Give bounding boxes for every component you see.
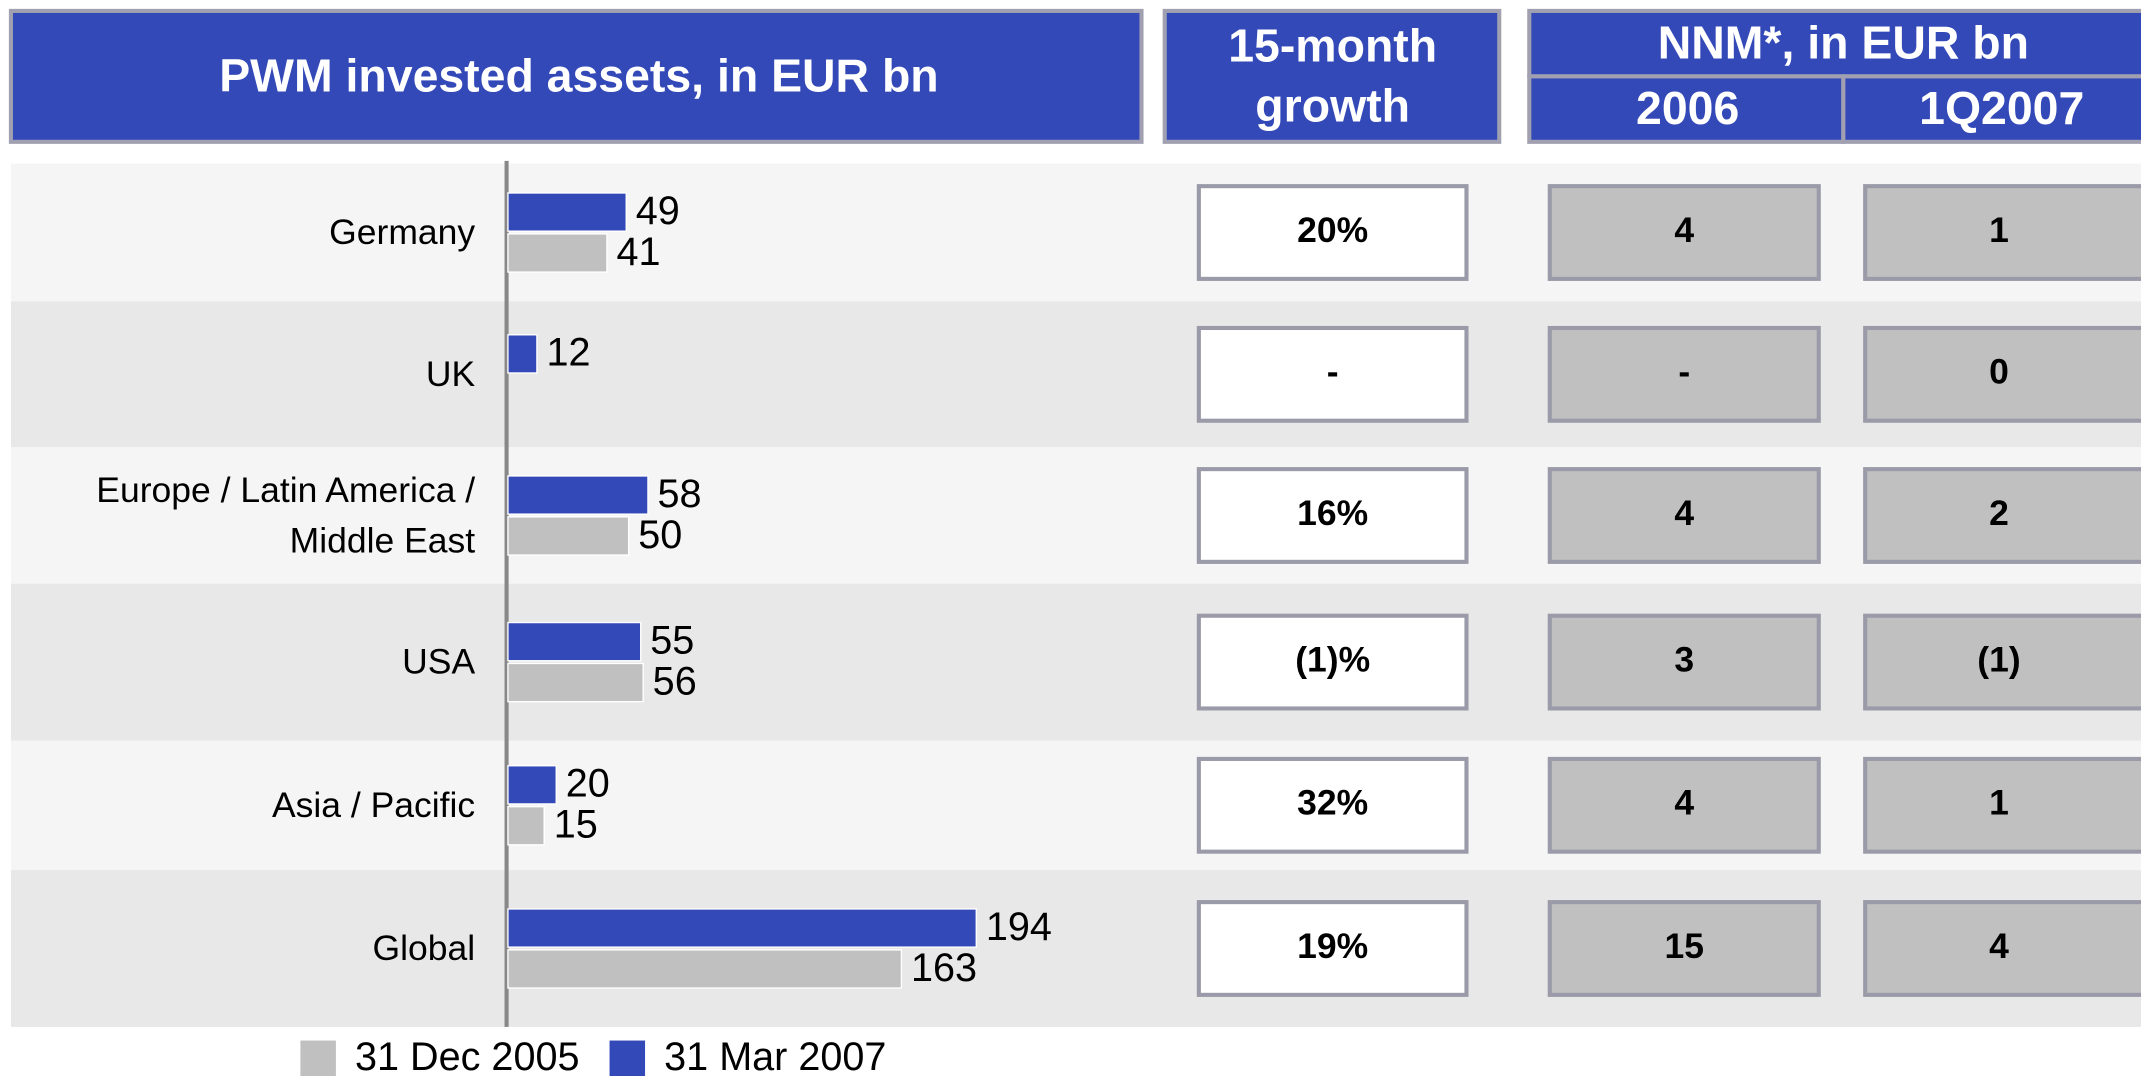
bar (507, 908, 977, 948)
value-label: 163 (911, 946, 977, 990)
table-value: 0 (1989, 352, 2009, 392)
category-label: Europe / Latin America / Middle East (96, 469, 476, 561)
category-label-wrap: USA (402, 640, 476, 682)
category-label-wrap: Global (372, 927, 476, 969)
table-value: 15 (1665, 926, 1704, 966)
chart-title: PWM invested assets, in EUR bn (219, 49, 938, 101)
table-cell (1196, 467, 1469, 564)
bar (507, 334, 538, 374)
table-cell (1863, 613, 2141, 711)
category-label-wrap: Germany (329, 211, 476, 253)
category-label: Asia / Pacific (271, 784, 476, 826)
category-label-wrap: Asia / Pacific (271, 784, 476, 826)
table-cell (1547, 613, 1821, 711)
bar (507, 949, 903, 989)
table-value: 4 (1674, 210, 1694, 250)
nnm-column: 1Q2007 (1919, 82, 2084, 134)
table-value: 4 (1674, 783, 1694, 823)
table-value: 16% (1297, 493, 1368, 533)
nnm-column: 2006 (1636, 82, 1739, 134)
bar (507, 805, 545, 846)
growth-header-box (1162, 8, 1502, 144)
table-cell (1196, 325, 1469, 423)
title-box (8, 8, 1144, 144)
legend-label: 31 Mar 2007 (664, 1035, 886, 1076)
bar (507, 475, 649, 515)
value-label: 194 (986, 905, 1052, 949)
table-cell (1863, 325, 2141, 423)
value-label: 58 (658, 472, 702, 516)
table-cell (1547, 467, 1821, 564)
table-cell (1547, 756, 1821, 854)
table-value: (1)% (1295, 639, 1370, 679)
growth-header-wrap: 15-month growth (1228, 20, 1438, 133)
bar (507, 621, 642, 662)
category-label: Global (372, 927, 476, 969)
table-cell (1863, 467, 2141, 564)
value-label: 49 (636, 189, 680, 233)
legend-swatch (300, 1040, 336, 1076)
value-label: 20 (566, 762, 610, 806)
table-value: 3 (1674, 639, 1694, 679)
table-value: - (1678, 352, 1690, 392)
table-cell (1196, 756, 1469, 854)
value-label: 15 (554, 803, 598, 847)
category-label: USA (402, 640, 476, 682)
table-cell (1547, 900, 1821, 997)
table-value: 19% (1297, 926, 1368, 966)
table-cell (1196, 900, 1469, 997)
nnm-year-box (1841, 74, 2141, 144)
value-label: 12 (546, 331, 590, 375)
value-label: 56 (653, 659, 697, 703)
table-cell (1196, 613, 1469, 711)
bar (507, 516, 630, 556)
value-label: 55 (650, 618, 694, 662)
growth-header: 15-month growth (1228, 20, 1438, 133)
table-value: 2 (1989, 493, 2009, 533)
table-value: 32% (1297, 783, 1368, 823)
table-value: (1) (1977, 639, 2020, 679)
bar (507, 765, 557, 805)
table-cell (1196, 184, 1469, 281)
table-value: 4 (1674, 493, 1694, 533)
table-cell (1547, 325, 1821, 423)
nnm-header: NNM*, in EUR bn (1658, 17, 2029, 69)
nnm-year-box (1527, 74, 1846, 144)
bar (507, 192, 627, 232)
category-label-wrap: UK (425, 353, 476, 395)
bar (507, 233, 608, 273)
table-cell (1863, 184, 2141, 281)
category-label-wrap: Europe / Latin America / Middle East (96, 469, 476, 561)
table-cell (1547, 184, 1821, 281)
category-label: UK (425, 353, 476, 395)
category-label: Germany (329, 211, 476, 253)
legend-label: 31 Dec 2005 (355, 1035, 579, 1076)
value-label: 50 (638, 513, 682, 557)
bar (507, 662, 644, 703)
table-value: 1 (1989, 783, 2009, 823)
value-label: 41 (616, 230, 660, 274)
legend-swatch (609, 1040, 646, 1076)
table-value: 1 (1989, 210, 2009, 250)
table-value: 4 (1989, 926, 2009, 966)
table-cell (1863, 900, 2141, 997)
table-cell (1863, 756, 2141, 854)
table-value: - (1327, 352, 1339, 392)
table-value: 20% (1297, 210, 1368, 250)
